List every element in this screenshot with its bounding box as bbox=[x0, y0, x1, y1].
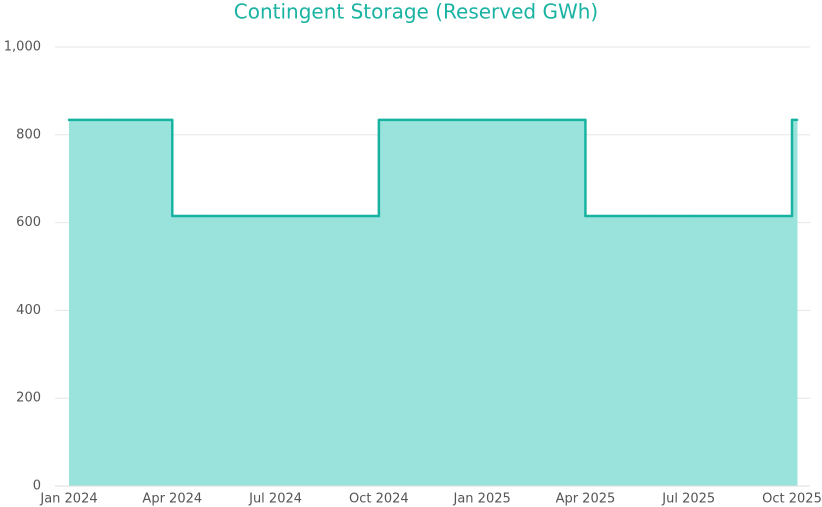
area-segment bbox=[585, 216, 621, 486]
area-segment bbox=[619, 216, 655, 486]
area-segment bbox=[723, 216, 759, 486]
x-tick-label: Apr 2024 bbox=[142, 492, 202, 507]
area-segment bbox=[310, 216, 345, 486]
area-segment bbox=[551, 119, 586, 487]
area-segment bbox=[275, 216, 311, 486]
x-tick-label: Jan 2025 bbox=[453, 492, 511, 507]
area-segment bbox=[137, 119, 173, 487]
area-segment bbox=[413, 119, 449, 487]
y-tick-label: 200 bbox=[16, 391, 41, 406]
x-tick-label: Jul 2025 bbox=[661, 492, 715, 507]
area-segment bbox=[757, 216, 793, 486]
y-tick-label: 0 bbox=[33, 479, 41, 494]
area-segment bbox=[172, 216, 208, 486]
x-tick-label: Oct 2025 bbox=[762, 492, 822, 507]
y-tick-label: 600 bbox=[16, 215, 41, 230]
y-tick-label: 400 bbox=[16, 303, 41, 318]
area-segment bbox=[206, 216, 242, 486]
area-segment bbox=[378, 119, 414, 487]
x-tick-label: Oct 2024 bbox=[349, 492, 409, 507]
x-tick-label: Apr 2025 bbox=[556, 492, 616, 507]
y-tick-label: 1,000 bbox=[4, 40, 41, 55]
area-segment bbox=[103, 119, 139, 487]
y-tick-label: 800 bbox=[16, 127, 41, 142]
x-tick-label: Jul 2024 bbox=[248, 492, 302, 507]
chart-title: Contingent Storage (Reserved GWh) bbox=[234, 0, 598, 24]
area-segment bbox=[241, 216, 277, 486]
area-segment bbox=[516, 119, 552, 487]
area-segment bbox=[344, 216, 380, 486]
area-segment bbox=[482, 119, 518, 487]
area-segment bbox=[792, 119, 798, 487]
x-tick-label: Jan 2024 bbox=[39, 492, 97, 507]
area-segment bbox=[688, 216, 724, 486]
area-segment bbox=[447, 119, 483, 487]
area-segment bbox=[654, 216, 690, 486]
area-segment bbox=[69, 119, 104, 487]
